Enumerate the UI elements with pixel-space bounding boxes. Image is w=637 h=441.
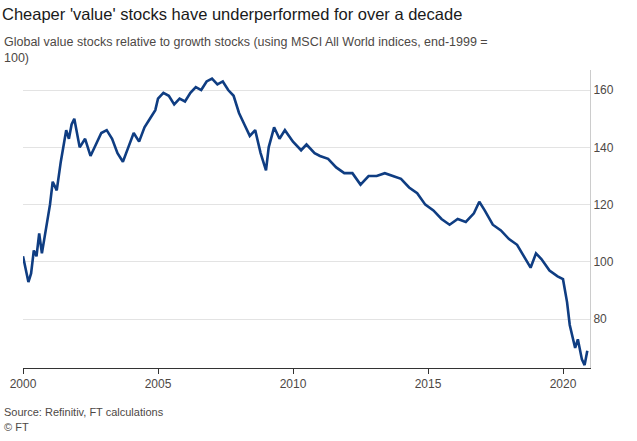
- svg-text:2020: 2020: [550, 377, 577, 391]
- svg-text:2000: 2000: [10, 377, 37, 391]
- svg-text:Global value stocks relative t: Global value stocks relative to growth s…: [4, 35, 488, 65]
- svg-text:120: 120: [593, 198, 613, 212]
- svg-text:2010: 2010: [280, 377, 307, 391]
- svg-text:80: 80: [593, 312, 607, 326]
- svg-text:Cheaper 'value' stocks have un: Cheaper 'value' stocks have underperform…: [2, 5, 462, 23]
- svg-text:100: 100: [593, 255, 613, 269]
- svg-text:2005: 2005: [145, 377, 172, 391]
- svg-text:Source: Refinitiv, FT calculat: Source: Refinitiv, FT calculations: [4, 406, 164, 418]
- svg-text:© FT: © FT: [4, 421, 29, 433]
- svg-text:2015: 2015: [415, 377, 442, 391]
- svg-text:140: 140: [593, 141, 613, 155]
- svg-text:160: 160: [593, 83, 613, 97]
